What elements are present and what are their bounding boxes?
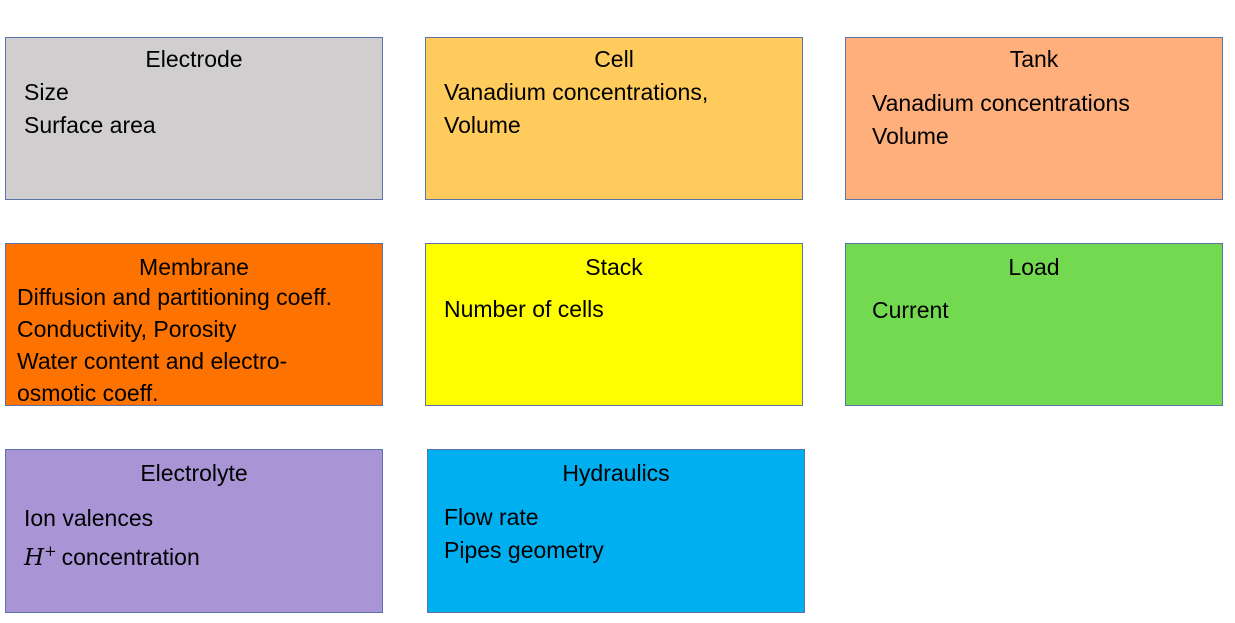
hydraulics-title: Hydraulics xyxy=(562,460,670,486)
load-param-current: Current xyxy=(872,297,949,323)
cell-box: Cell Vanadium concentrations, Volume xyxy=(425,37,803,200)
electrolyte-title: Electrolyte xyxy=(140,460,248,486)
cell-param-vanadium: Vanadium concentrations, xyxy=(444,79,709,105)
membrane-param-diffusion: Diffusion and partitioning coeff. xyxy=(17,284,332,310)
h-concentration-label: concentration xyxy=(61,544,200,570)
load-title: Load xyxy=(1008,254,1060,280)
h-superscript: + xyxy=(44,542,57,560)
electrode-param-size: Size xyxy=(24,79,69,105)
stack-title: Stack xyxy=(585,254,643,280)
tank-title: Tank xyxy=(1009,46,1059,72)
hydraulics-box: Hydraulics Flow rate Pipes geometry xyxy=(427,449,805,613)
electrolyte-param-ion-valences: Ion valences xyxy=(24,505,154,531)
tank-box: Tank Vanadium concentrations Volume xyxy=(845,37,1223,200)
load-box: Load Current xyxy=(845,243,1223,406)
tank-param-vanadium: Vanadium concentrations xyxy=(872,90,1130,116)
electrode-title: Electrode xyxy=(145,46,243,72)
cell-param-volume: Volume xyxy=(444,112,521,138)
membrane-param-osmotic: osmotic coeff. xyxy=(17,380,159,406)
membrane-box: Membrane Diffusion and partitioning coef… xyxy=(5,243,383,406)
h-symbol: H xyxy=(24,545,45,571)
hydraulics-param-pipes-geometry: Pipes geometry xyxy=(444,537,604,563)
membrane-param-water-content: Water content and electro- xyxy=(17,348,288,374)
electrolyte-param-h-concentration: H+ concentration xyxy=(24,538,200,571)
cell-title: Cell xyxy=(594,46,634,72)
electrode-box: Electrode Size Surface area xyxy=(5,37,383,200)
stack-param-number-of-cells: Number of cells xyxy=(444,296,604,322)
membrane-param-conductivity: Conductivity, Porosity xyxy=(17,316,237,342)
tank-param-volume: Volume xyxy=(872,123,949,149)
stack-box: Stack Number of cells xyxy=(425,243,803,406)
electrode-param-surface-area: Surface area xyxy=(24,112,156,138)
electrolyte-box: Electrolyte Ion valences H+ concentration xyxy=(5,449,383,613)
membrane-title: Membrane xyxy=(139,254,249,280)
hydraulics-param-flow-rate: Flow rate xyxy=(444,504,539,530)
